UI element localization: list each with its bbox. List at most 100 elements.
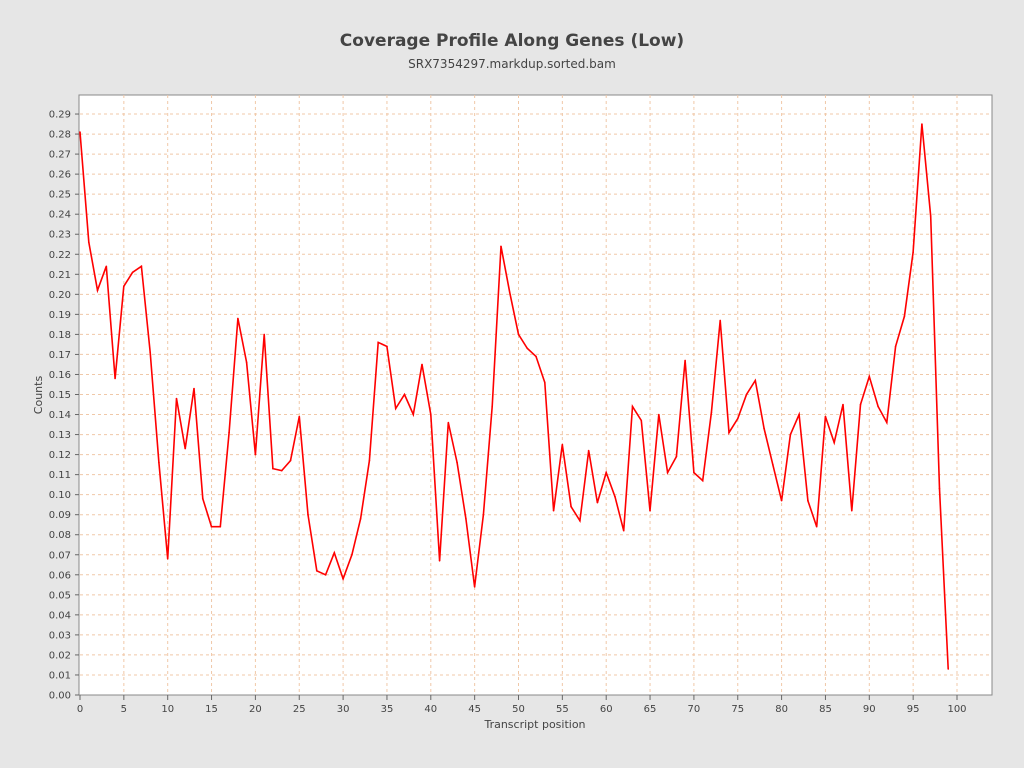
data-point [96, 289, 99, 292]
y-tick-label: 0.16 [49, 370, 71, 381]
data-point [473, 586, 476, 588]
data-point [123, 285, 125, 288]
data-point [280, 469, 283, 472]
data-point [947, 668, 950, 670]
data-point [421, 363, 423, 366]
x-tick-label: 75 [731, 704, 744, 715]
y-tick-label: 0.06 [49, 570, 71, 581]
data-point [561, 443, 564, 446]
grid [80, 95, 992, 695]
data-point [333, 551, 336, 554]
data-point [386, 345, 388, 348]
data-point [430, 413, 432, 416]
data-point [535, 355, 537, 358]
data-point [903, 315, 906, 318]
y-tick-label: 0.25 [49, 190, 71, 201]
y-tick-label: 0.14 [49, 410, 71, 421]
y-tick-label: 0.17 [49, 350, 71, 361]
data-point [938, 487, 941, 490]
data-point [631, 405, 634, 408]
data-point [719, 319, 722, 322]
data-point [324, 573, 327, 576]
data-point [359, 517, 362, 520]
plot-area [78, 94, 993, 696]
data-point [447, 421, 450, 424]
chart-title: Coverage Profile Along Genes (Low) [339, 31, 685, 51]
data-point [894, 345, 897, 348]
x-tick-label: 90 [863, 704, 876, 715]
data-point [403, 393, 406, 396]
data-point [298, 415, 301, 418]
x-tick-label: 5 [121, 704, 127, 715]
data-point [605, 471, 607, 474]
data-point [658, 413, 660, 416]
x-tick-label: 85 [819, 704, 832, 715]
data-point [640, 419, 643, 422]
data-point [79, 131, 81, 133]
y-axis: 0.00 0.01 0.02 0.03 0.04 0.05 0.06 0.07 0.08 0.09… [49, 110, 79, 702]
data-point [579, 519, 581, 522]
data-point [500, 245, 502, 248]
data-point [736, 417, 739, 420]
x-tick-label: 50 [512, 704, 525, 715]
y-tick-label: 0.15 [49, 390, 71, 401]
x-tick-label: 15 [205, 704, 218, 715]
data-point [859, 403, 862, 406]
data-point [754, 379, 757, 382]
data-point [701, 479, 704, 482]
data-point [929, 215, 932, 218]
data-point [184, 447, 187, 450]
y-tick-label: 0.10 [49, 490, 71, 501]
data-point [868, 375, 871, 378]
data-point [351, 553, 353, 556]
data-point [237, 317, 239, 320]
y-tick-label: 0.02 [49, 650, 71, 661]
y-tick-label: 0.22 [49, 250, 71, 261]
y-tick-label: 0.07 [49, 550, 71, 561]
data-point [833, 441, 836, 444]
data-point [114, 377, 116, 380]
x-tick-label: 95 [907, 704, 920, 715]
x-tick-label: 80 [775, 704, 788, 715]
data-point [684, 359, 686, 362]
data-point [158, 461, 160, 464]
y-tick-label: 0.27 [49, 150, 71, 161]
y-tick-label: 0.01 [49, 670, 71, 681]
y-tick-label: 0.28 [49, 130, 71, 141]
data-point [289, 459, 292, 462]
data-point [307, 513, 309, 516]
data-point [675, 455, 678, 458]
data-point [614, 495, 616, 498]
data-point [877, 405, 879, 408]
data-point [842, 403, 844, 406]
x-tick-label: 40 [424, 704, 437, 715]
data-point [105, 265, 108, 268]
x-tick-label: 55 [556, 704, 569, 715]
y-tick-label: 0.03 [49, 630, 71, 641]
data-point [666, 471, 669, 474]
data-point [649, 509, 651, 512]
data-point [394, 407, 397, 410]
data-point [315, 569, 318, 572]
data-point [508, 291, 511, 294]
data-point [763, 427, 765, 430]
data-point [254, 453, 257, 456]
data-point [342, 578, 344, 580]
y-tick-label: 0.19 [49, 310, 71, 321]
data-point [815, 525, 818, 528]
data-point [710, 411, 713, 414]
data-point [140, 265, 143, 268]
x-tick-label: 20 [249, 704, 262, 715]
data-point [780, 499, 783, 502]
data-point [166, 557, 169, 560]
y-axis-label: Counts [32, 376, 45, 415]
y-tick-label: 0.18 [49, 330, 71, 341]
series-line-coverage [79, 123, 949, 670]
data-point [149, 351, 151, 354]
x-tick-label: 60 [600, 704, 613, 715]
y-tick-label: 0.29 [49, 110, 71, 121]
data-point [526, 347, 529, 350]
series [79, 123, 950, 670]
data-point [570, 505, 572, 508]
